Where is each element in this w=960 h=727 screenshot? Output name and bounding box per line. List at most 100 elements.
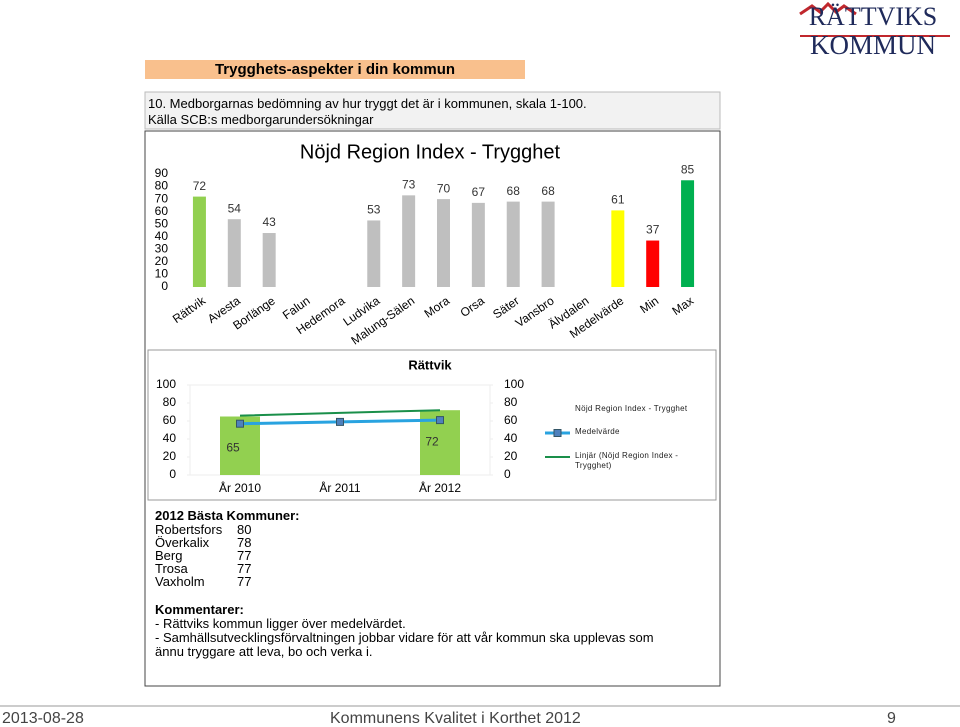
value-label: 70 <box>437 181 451 195</box>
logo-crown <box>799 1 857 16</box>
best-row: Trosa 77 <box>155 562 251 575</box>
best-score: 77 <box>237 574 252 589</box>
x-tick-label: Mora <box>422 293 453 320</box>
bar <box>541 201 555 287</box>
bar <box>611 210 625 287</box>
value-label: 61 <box>611 193 625 207</box>
line <box>239 409 441 417</box>
legend-marker <box>553 429 562 437</box>
y-tick-label: 50 <box>155 216 169 230</box>
bar <box>646 240 660 287</box>
legend-label: Linjär (Nöjd Region Index - Trygghet) <box>575 451 679 470</box>
logo-line1: RÄTTVIKS <box>809 2 938 31</box>
chart2-panel <box>147 349 717 501</box>
value-label: 43 <box>262 215 276 229</box>
legend-item: Medelvärde <box>575 427 620 436</box>
y2-tick-label: 0 <box>504 467 511 481</box>
y2-tick-label: 60 <box>504 413 518 427</box>
y2-tick-label: 40 <box>504 431 518 445</box>
y-tick-label: 0 <box>161 279 168 293</box>
y-tick-label: 30 <box>155 242 169 256</box>
value-label: 73 <box>402 178 416 192</box>
best-score: 77 <box>237 561 252 576</box>
value-label: 68 <box>541 184 555 198</box>
y-tick-label: 40 <box>163 431 177 445</box>
y-tick-label: 60 <box>155 204 169 218</box>
marker <box>236 419 244 428</box>
value-label: 68 <box>507 184 521 198</box>
best-name: Trosa <box>155 561 188 576</box>
bar <box>227 219 241 287</box>
best-score: 80 <box>237 522 252 537</box>
value-label: 53 <box>367 203 381 217</box>
y2-tick-label: 80 <box>504 395 518 409</box>
value-label: 37 <box>646 223 660 237</box>
x-tick-label: År 2011 <box>319 480 360 495</box>
marker <box>436 416 444 425</box>
y-tick-label: 90 <box>155 166 169 180</box>
best-row: Överkalix 78 <box>155 536 251 549</box>
x-tick-label: Orsa <box>458 293 488 320</box>
legend-label: Medelvärde <box>575 427 620 436</box>
source: Källa SCB:s medborgarundersökningar <box>148 112 374 127</box>
y-tick-label: 70 <box>155 191 169 205</box>
bar <box>262 233 276 287</box>
value-label: 67 <box>472 185 486 199</box>
value-label: 72 <box>193 179 207 193</box>
footer-date: 2013-08-28 <box>2 710 84 727</box>
bar <box>681 180 695 287</box>
best-score: 78 <box>237 535 252 550</box>
x-tick-label: Max <box>670 294 697 318</box>
x-tick-label: Min <box>637 294 661 317</box>
y-tick-label: 80 <box>163 395 177 409</box>
content-frame <box>144 130 721 687</box>
y2-tick-label: 100 <box>504 377 524 391</box>
page-title: Trygghets-aspekter i din kommun <box>214 61 456 78</box>
best-name: Överkalix <box>155 535 210 550</box>
bar <box>471 202 485 287</box>
chart1-title: Nöjd Region Index - Trygghet <box>300 141 561 163</box>
bar <box>402 195 416 287</box>
question: 10. Medborgarnas bedömning av hur tryggt… <box>148 96 587 111</box>
best-title: 2012 Bästa Kommuner: <box>155 508 300 523</box>
x-tick-label: År 2012 <box>419 480 461 495</box>
y-tick-label: 20 <box>155 254 169 268</box>
x-tick-label: År 2010 <box>219 480 261 495</box>
y-tick-label: 80 <box>155 179 169 193</box>
footer-title: Kommunens Kvalitet i Korthet 2012 <box>330 710 581 727</box>
bar <box>506 201 520 287</box>
y-tick-label: 60 <box>163 413 177 427</box>
x-tick-label: Rättvik <box>170 293 209 326</box>
question-box <box>144 91 721 130</box>
title-band <box>145 60 525 79</box>
value-label: 85 <box>681 162 695 176</box>
y2-tick-label: 20 <box>504 449 518 463</box>
best-name: Berg <box>155 548 183 563</box>
value-label: 65 <box>226 441 240 455</box>
y-tick-label: 100 <box>156 377 176 391</box>
legend-item: Nöjd Region Index - Trygghet <box>575 404 688 413</box>
legend-item: Linjär (Nöjd Region Index - Trygghet) <box>575 451 679 470</box>
bar <box>192 196 206 287</box>
bar <box>437 199 450 287</box>
comments-title: Kommentarer: <box>155 602 244 617</box>
chart2-title: Rättvik <box>408 357 452 372</box>
y-tick-label: 10 <box>155 267 169 281</box>
comment-line: - Samhällsutvecklingsförvaltningen jobba… <box>155 630 654 659</box>
best-name: Vaxholm <box>155 574 205 589</box>
y-tick-label: 20 <box>163 449 177 463</box>
y-tick-label: 0 <box>169 467 176 481</box>
best-name: Robertsfors <box>155 522 223 537</box>
best-row: Berg 77 <box>155 549 251 562</box>
legend-label: Nöjd Region Index - Trygghet <box>575 404 688 413</box>
best-row: Robertsfors 80 <box>155 523 251 536</box>
best-list: Robertsfors 80 Överkalix 78 Berg 77 Trosa 77 Vax… <box>155 523 251 588</box>
marker <box>336 417 344 426</box>
comments-list: - Rättviks kommun ligger över medelvärde… <box>155 617 685 659</box>
value-label: 54 <box>228 201 242 215</box>
best-score: 77 <box>237 548 252 563</box>
y-tick-label: 40 <box>155 229 169 243</box>
bar <box>367 220 381 287</box>
